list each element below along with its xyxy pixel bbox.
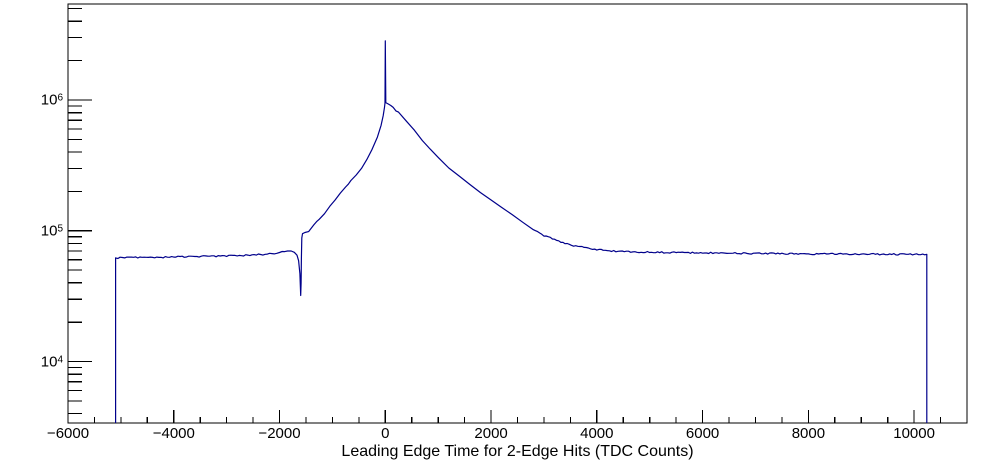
x-tick-label: 10000 <box>893 425 935 442</box>
x-axis-title: Leading Edge Time for 2-Edge Hits (TDC C… <box>341 443 694 460</box>
y-tick-label: 106 <box>40 91 63 109</box>
x-tick-label: −2000 <box>258 425 301 442</box>
x-tick-label: −4000 <box>152 425 195 442</box>
x-tick-label: 0 <box>381 425 390 442</box>
histogram-line <box>115 40 928 423</box>
y-tick-label: 105 <box>40 222 63 240</box>
x-tick-label: 8000 <box>791 425 826 442</box>
y-tick-label: 104 <box>40 353 63 371</box>
x-tick-label: 2000 <box>474 425 508 442</box>
x-tick-label: 6000 <box>685 425 720 442</box>
x-tick-label: −6000 <box>46 425 90 442</box>
plot-frame <box>67 3 968 424</box>
x-tick-label: 4000 <box>580 425 614 442</box>
